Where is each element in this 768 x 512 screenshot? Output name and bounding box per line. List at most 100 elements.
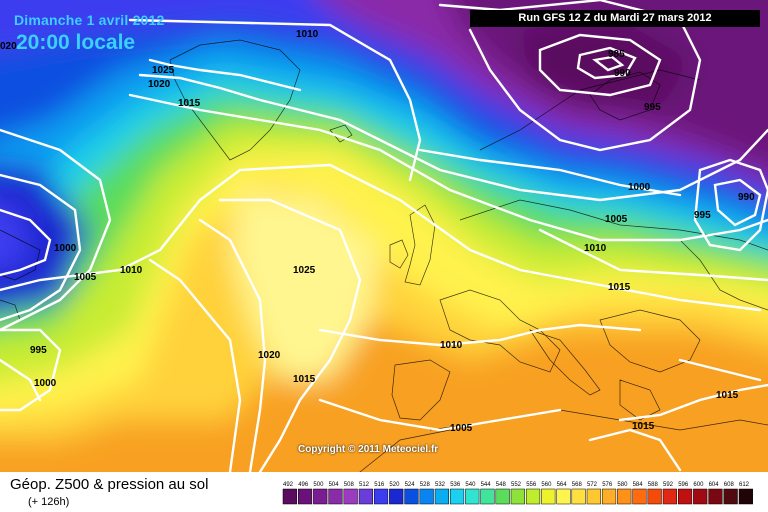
- legend-value: 584: [633, 482, 644, 488]
- legend-value: 520: [389, 482, 400, 488]
- legend-swatch: [328, 488, 343, 505]
- legend-swatch: [480, 488, 495, 505]
- isobar-label: 1005: [605, 214, 628, 225]
- isobar-label: 1025: [293, 265, 316, 276]
- legend-value: 560: [541, 482, 552, 488]
- legend-value: 552: [511, 482, 522, 488]
- legend-swatch: [313, 488, 328, 505]
- legend-value: 500: [313, 482, 324, 488]
- isobar-label: 990: [738, 192, 755, 203]
- legend-value: 604: [709, 482, 720, 488]
- isobar-label: 1000: [54, 243, 77, 254]
- legend-swatch: [525, 488, 541, 505]
- legend-value: 524: [405, 482, 416, 488]
- isobar-labels: 1010 1025 1020 1015 1000 1005 1010 995 1…: [0, 29, 755, 434]
- isobar-lines: [0, 0, 768, 472]
- legend-value: 556: [526, 482, 537, 488]
- legend-swatch: [419, 488, 434, 505]
- legend-swatch: [510, 488, 525, 505]
- legend-value: 544: [481, 482, 492, 488]
- legend-swatch: [647, 488, 662, 505]
- legend-swatch: [693, 488, 708, 505]
- legend-swatch: [434, 488, 449, 505]
- run-info-banner: Run GFS 12 Z du Mardi 27 mars 2012: [470, 10, 760, 27]
- legend-swatch: [282, 488, 297, 505]
- legend-swatch: [297, 488, 313, 505]
- isobar-label: 1000: [34, 378, 57, 389]
- isobar-label: 1015: [178, 98, 201, 109]
- legend-swatch: [449, 488, 465, 505]
- isobar-label: 1010: [120, 265, 143, 276]
- isobar-label: 1010: [584, 243, 607, 254]
- legend-swatch: [617, 488, 632, 505]
- legend-value: 588: [648, 482, 659, 488]
- legend-value: 564: [557, 482, 568, 488]
- legend-value: 504: [329, 482, 340, 488]
- legend-value: 600: [693, 482, 704, 488]
- isobar-label: 1015: [608, 282, 631, 293]
- isobar-label: 1010: [440, 340, 463, 351]
- legend-value: 596: [678, 482, 689, 488]
- legend-value: 592: [663, 482, 674, 488]
- legend-swatch: [373, 488, 389, 505]
- legend-swatch: [723, 488, 738, 505]
- color-scale-legend: 492 496 500 504 508 512 516 520 524 528 532 536 540 5…: [282, 482, 753, 505]
- map-title: Géop. Z500 & pression au sol: [10, 476, 209, 493]
- geopotential-field: [0, 0, 768, 472]
- legend-value: 572: [587, 482, 598, 488]
- isobar-label: 1015: [293, 374, 316, 385]
- isobar-label: 985: [608, 49, 625, 60]
- legend-swatch: [571, 488, 586, 505]
- legend-value: 548: [496, 482, 507, 488]
- isobar-label: 995: [644, 102, 661, 113]
- forecast-date: Dimanche 1 avril 2012: [14, 12, 165, 28]
- legend-swatch: [586, 488, 601, 505]
- legend-swatch: [404, 488, 419, 505]
- isobar-label: 995: [30, 345, 47, 356]
- legend-swatch: [343, 488, 358, 505]
- legend-swatch: [708, 488, 723, 505]
- legend-value: 608: [724, 482, 735, 488]
- copyright-notice: Copyright © 2011 Meteociel.fr: [298, 444, 439, 455]
- legend-value: 516: [374, 482, 385, 488]
- isobar-label: 1015: [632, 421, 655, 432]
- isobar-label: 990: [614, 68, 631, 79]
- legend-swatch: [662, 488, 677, 505]
- legend-swatch: [632, 488, 647, 505]
- isobar-label: 1025: [152, 65, 175, 76]
- legend-swatch: [556, 488, 571, 505]
- legend-value: 496: [298, 482, 309, 488]
- legend-swatch: [358, 488, 373, 505]
- legend-value: 580: [617, 482, 628, 488]
- legend-value: 492: [283, 482, 294, 488]
- legend-swatch: [389, 488, 404, 505]
- isobar-label: 1010: [296, 29, 319, 40]
- isobar-label: 995: [694, 210, 711, 221]
- isobar-label: 1020: [258, 350, 281, 361]
- legend-value: 512: [359, 482, 370, 488]
- forecast-local-time: 20:00 locale: [16, 31, 136, 54]
- legend-swatch: [738, 488, 753, 505]
- legend-swatch: [541, 488, 556, 505]
- geopotential-map: 1010 1025 1020 1015 1000 1005 1010 995 1…: [0, 0, 768, 472]
- legend-swatch: [495, 488, 510, 505]
- legend-value: 612: [739, 482, 750, 488]
- legend-swatch: [601, 488, 617, 505]
- forecast-lead-time: (+ 126h): [28, 496, 70, 508]
- isobar-label: 1005: [450, 423, 473, 434]
- isobar-label: 020: [0, 41, 17, 52]
- legend-value: 508: [344, 482, 355, 488]
- isobar-label: 1015: [716, 390, 739, 401]
- legend-value: 568: [572, 482, 583, 488]
- legend-swatch: [677, 488, 693, 505]
- legend-value: 536: [450, 482, 461, 488]
- legend-value: 576: [602, 482, 613, 488]
- legend-swatch: [465, 488, 480, 505]
- isobar-label: 1005: [74, 272, 97, 283]
- legend-value: 540: [465, 482, 476, 488]
- legend-value: 528: [420, 482, 431, 488]
- isobar-label: 1020: [148, 79, 171, 90]
- legend-value: 532: [435, 482, 446, 488]
- isobar-label: 1000: [628, 182, 651, 193]
